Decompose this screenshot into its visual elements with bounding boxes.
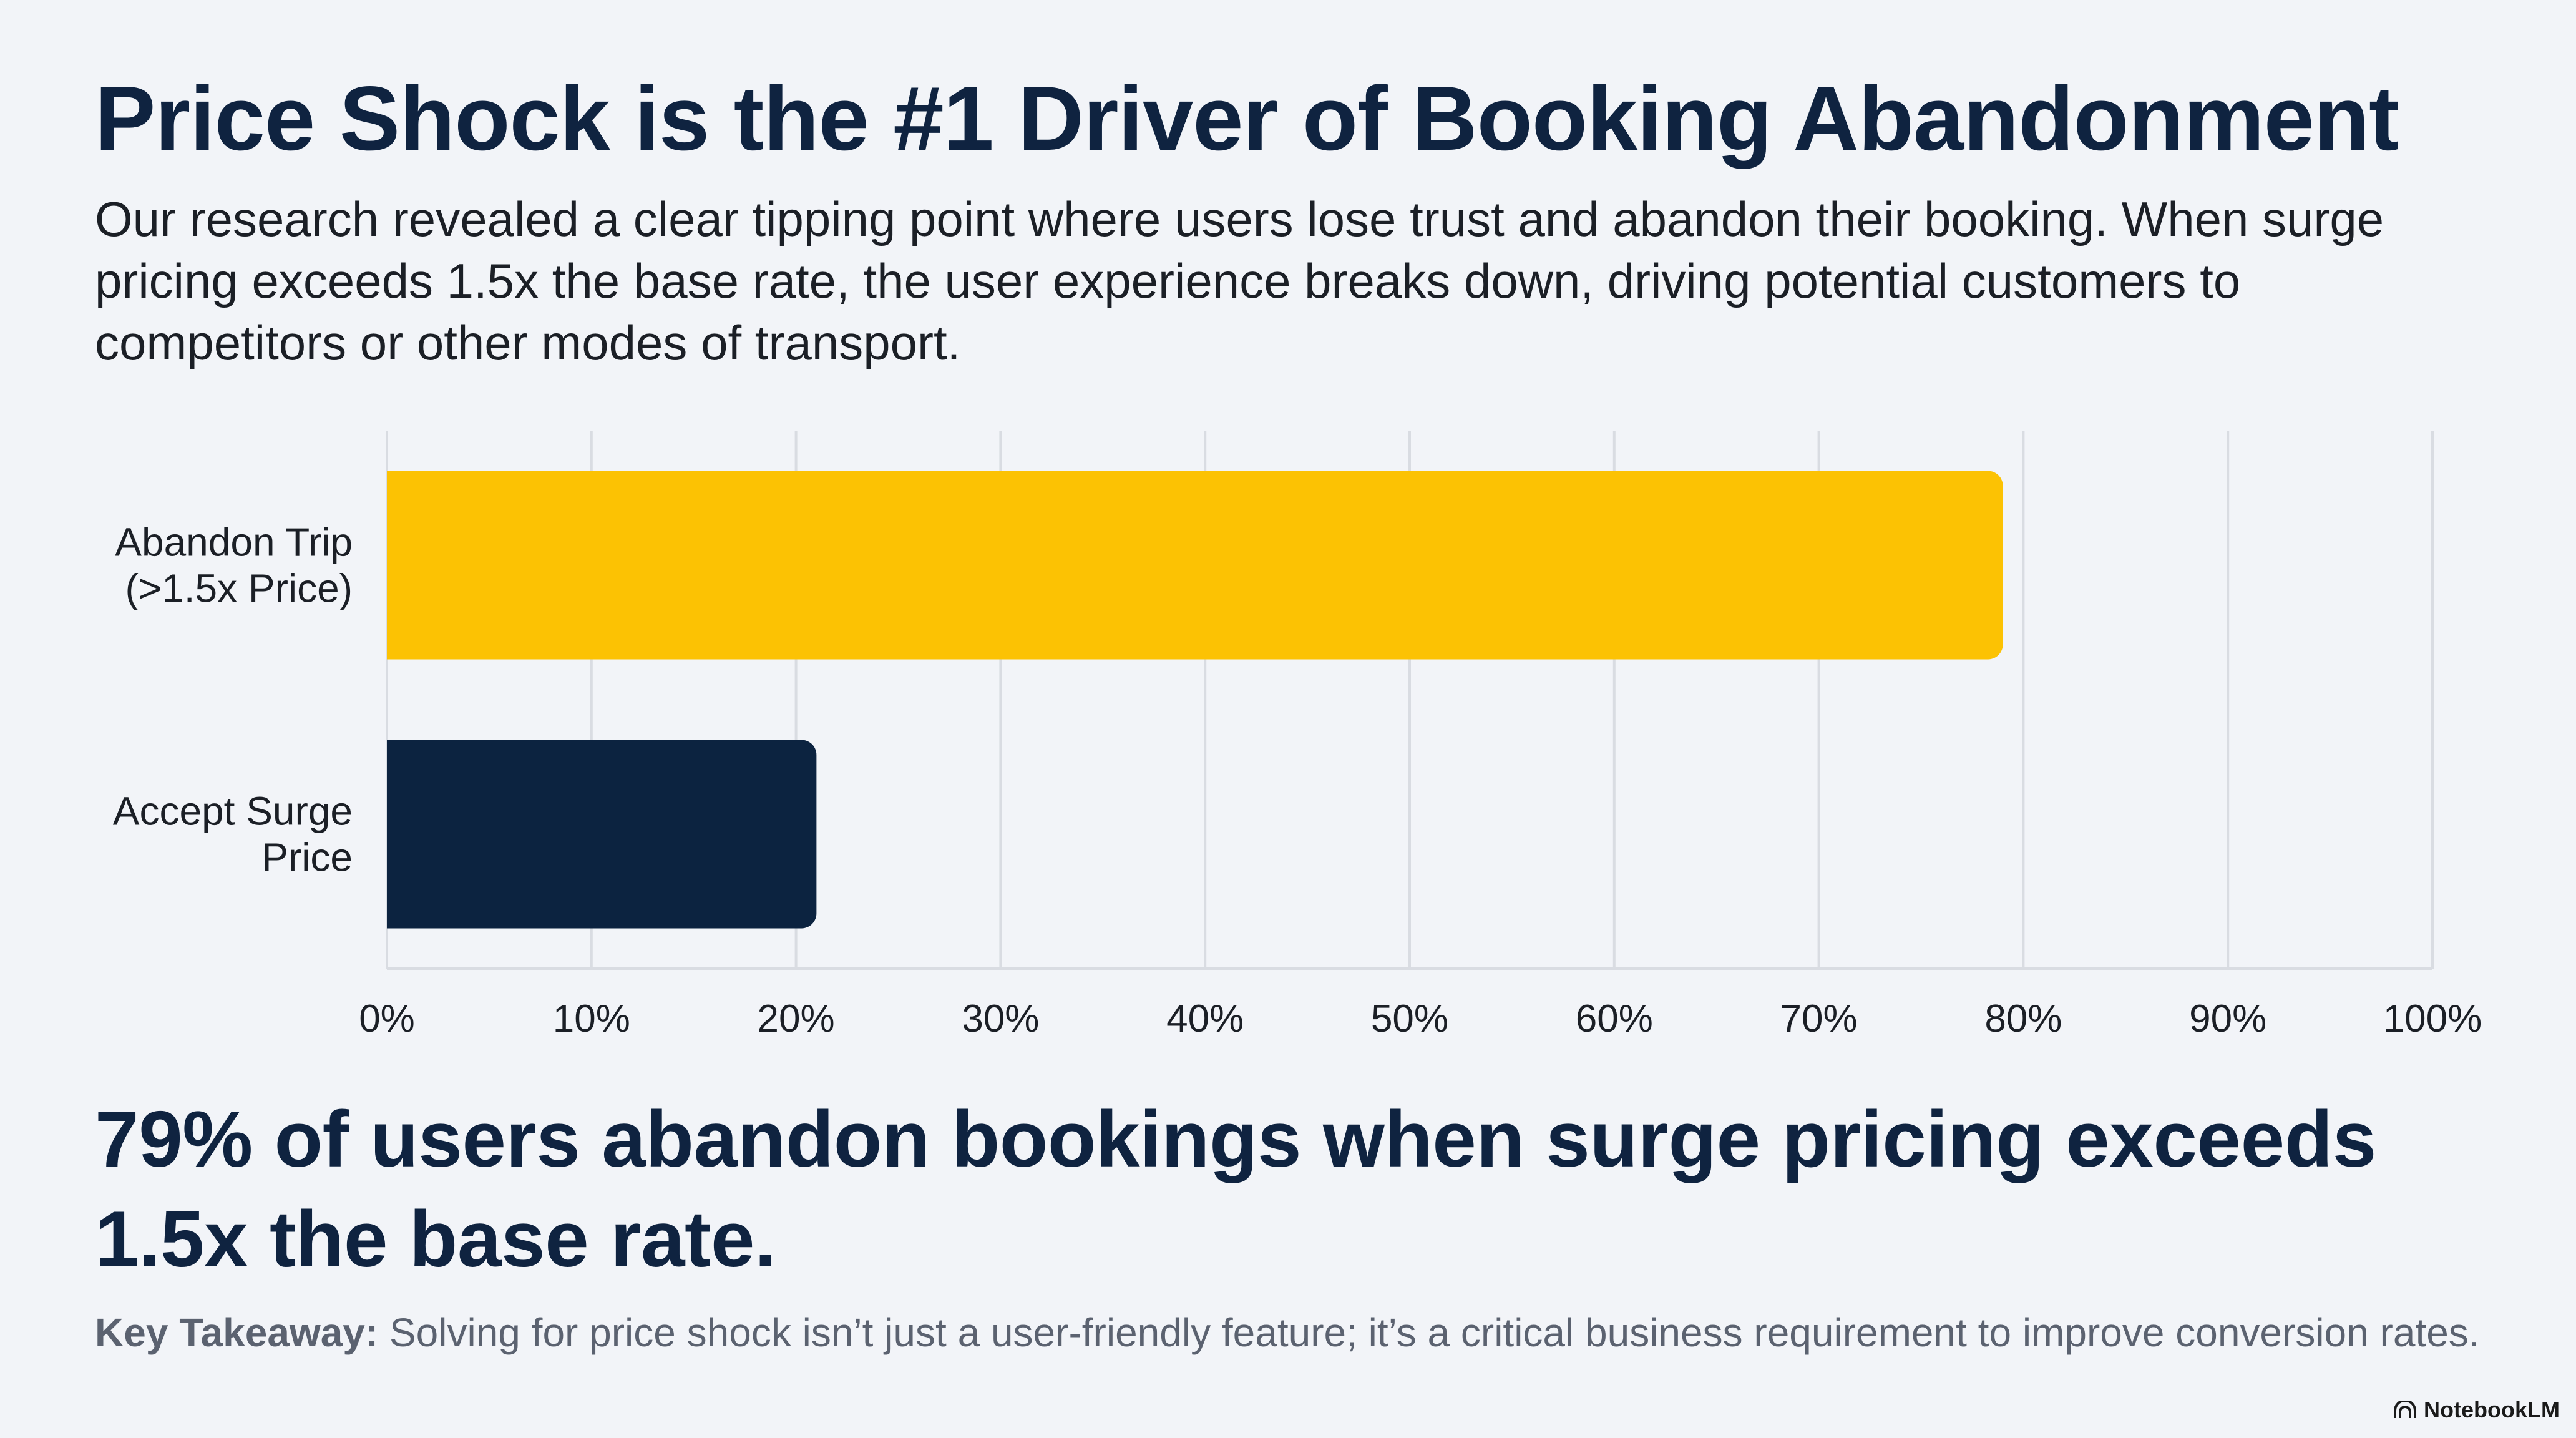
key-stat-headline: 79% of users abandon bookings when surge… — [95, 1095, 2376, 1283]
x-tick-label-100: 100% — [2383, 997, 2482, 1040]
category-label-line: Price — [261, 835, 353, 880]
category-label-accept-surge-price: Accept Surge Price — [113, 789, 353, 880]
category-label-line: Accept Surge — [113, 789, 353, 834]
x-tick-label-40: 40% — [1166, 997, 1244, 1040]
x-tick-label-20: 20% — [758, 997, 835, 1040]
chart-category-labels: Abandon Trip (>1.5x Price) Accept Surge Pri… — [113, 520, 353, 880]
brand-name: NotebookLM — [2424, 1397, 2560, 1422]
x-tick-label-80: 80% — [1984, 997, 2062, 1040]
x-tick-label-50: 50% — [1371, 997, 1448, 1040]
category-label-line: (>1.5x Price) — [125, 566, 353, 611]
bar-abandon-trip — [387, 471, 2003, 660]
chart-bars — [387, 471, 2003, 929]
chart-x-tick-labels: 0% 10% 20% 30% 40% 50% 60% 70% 80% 90% 100% — [359, 997, 2482, 1040]
key-takeaway: Key Takeaway: Solving for price shock is… — [95, 1306, 2529, 1359]
page-title: Price Shock is the #1 Driver of Booking … — [95, 67, 2399, 169]
x-tick-label-60: 60% — [1576, 997, 1653, 1040]
category-label-abandon-trip: Abandon Trip (>1.5x Price) — [115, 520, 353, 611]
category-label-line: Abandon Trip — [115, 520, 353, 565]
key-takeaway-text: Solving for price shock isn’t just a use… — [378, 1310, 2480, 1355]
brand-footer: NotebookLM — [2393, 1397, 2560, 1423]
x-tick-label-70: 70% — [1780, 997, 1858, 1040]
x-tick-label-10: 10% — [553, 997, 630, 1040]
x-tick-label-30: 30% — [962, 997, 1039, 1040]
x-tick-label-0: 0% — [359, 997, 415, 1040]
key-takeaway-label: Key Takeaway: — [95, 1310, 379, 1355]
bar-chart: Abandon Trip (>1.5x Price) Accept Surge Pri… — [113, 431, 2482, 1040]
x-tick-label-90: 90% — [2189, 997, 2266, 1040]
intro-paragraph: Our research revealed a clear tipping po… — [95, 192, 2384, 370]
notebooklm-logo-icon — [2394, 1401, 2417, 1418]
bar-accept-surge-price — [387, 740, 817, 929]
